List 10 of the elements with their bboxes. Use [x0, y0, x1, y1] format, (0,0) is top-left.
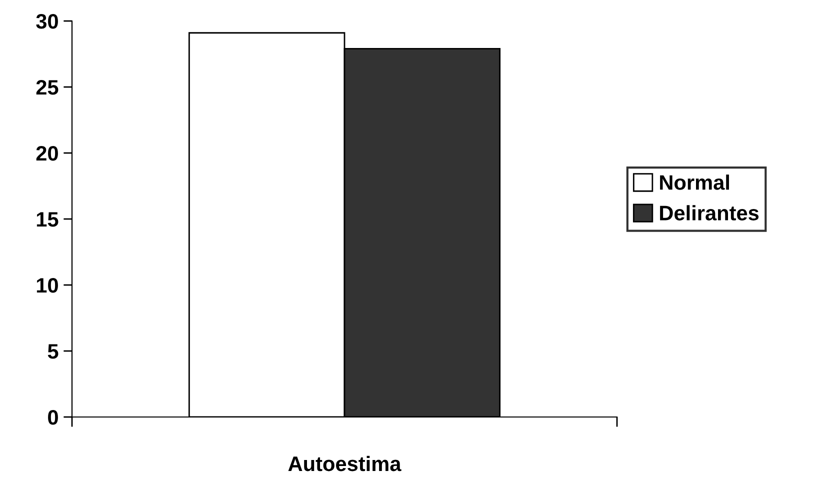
legend-label: Normal [660, 174, 729, 190]
y-tick-label: 20 [36, 146, 58, 161]
y-tick-label: 25 [36, 80, 58, 95]
y-tick-label: 30 [36, 14, 58, 29]
x-tick-label: Autoestima [288, 456, 402, 472]
y-tick-label: 15 [36, 212, 58, 227]
y-tick-label: 10 [36, 278, 58, 293]
y-tick-label: 5 [48, 344, 58, 359]
legend-label: Delirantes [660, 205, 759, 220]
y-tick-label: 0 [48, 410, 58, 425]
